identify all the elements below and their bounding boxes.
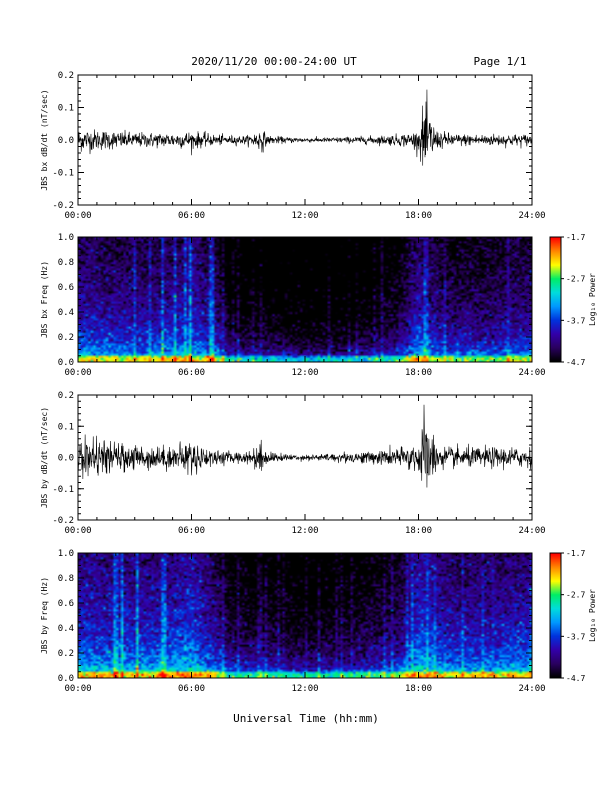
x-tick-label: 24:00 bbox=[518, 368, 545, 378]
y-tick-label: -0.1 bbox=[52, 169, 74, 179]
x-tick-label: 18:00 bbox=[405, 368, 432, 378]
y-tick-label: 0.6 bbox=[58, 599, 74, 609]
y-tick-label: 0.0 bbox=[58, 674, 74, 684]
y-tick-label: 0.8 bbox=[58, 258, 74, 268]
colorbar-frame bbox=[549, 552, 562, 679]
x-tick-label: 00:00 bbox=[64, 684, 91, 694]
y-tick-label: 0.0 bbox=[58, 358, 74, 368]
y-tick-label: 0.2 bbox=[58, 391, 74, 401]
x-tick-label: 12:00 bbox=[291, 368, 318, 378]
x-tick-label: 06:00 bbox=[178, 526, 205, 536]
x-tick-label: 00:00 bbox=[64, 211, 91, 221]
y-tick-label: -0.1 bbox=[52, 485, 74, 495]
x-tick-label: 00:00 bbox=[64, 526, 91, 536]
x-tick-label: 06:00 bbox=[178, 211, 205, 221]
y-tick-label: 0.1 bbox=[58, 104, 74, 114]
spectrogram-4 bbox=[78, 553, 532, 678]
colorbar-label: Log₁₀ Power bbox=[588, 589, 597, 642]
y-axis-label: JBS bx Freq (Hz) bbox=[40, 261, 49, 338]
x-tick-label: 12:00 bbox=[291, 684, 318, 694]
colorbar-2: -1.7 -2.7 -3.7 -4.7 Log₁₀ Power bbox=[549, 233, 597, 367]
colorbar-frame bbox=[549, 236, 562, 363]
y-tick-label: 0.2 bbox=[58, 649, 74, 659]
panel-4-axes: 00:00 06:00 12:00 18:00 24:00 1.0 0.8 0.6 0.4 0.2… bbox=[40, 549, 546, 694]
x-tick-label: 24:00 bbox=[518, 211, 545, 221]
y-tick-label: 0.1 bbox=[58, 422, 74, 432]
x-tick-label: 12:00 bbox=[291, 526, 318, 536]
panel-2-axes: 00:00 06:00 12:00 18:00 24:00 1.0 0.8 0.6 0.4 0.2… bbox=[40, 233, 546, 378]
series-line-3 bbox=[77, 404, 533, 488]
colorbar-tick-label: -3.7 bbox=[566, 316, 585, 325]
colorbar-tick-label: -1.7 bbox=[566, 549, 585, 558]
x-tick-label: 18:00 bbox=[405, 211, 432, 221]
colorbar-tick-label: -3.7 bbox=[566, 632, 585, 641]
y-tick-label: 0.4 bbox=[58, 624, 74, 634]
y-tick-label: 0.6 bbox=[58, 283, 74, 293]
y-tick-label: 0.0 bbox=[58, 136, 74, 146]
y-tick-label: 0.4 bbox=[58, 308, 74, 318]
x-tick-label: 12:00 bbox=[291, 211, 318, 221]
y-tick-label: 0.8 bbox=[58, 574, 74, 584]
series-line-1 bbox=[77, 89, 533, 166]
x-tick-label: 18:00 bbox=[405, 684, 432, 694]
y-tick-label: 0.0 bbox=[58, 454, 74, 464]
panel-3-axes: 00:00 06:00 12:00 18:00 24:00 0.2 0.1 0.0 -0.1 -0… bbox=[40, 391, 546, 536]
colorbar-gradient bbox=[550, 237, 561, 362]
x-tick-label: 06:00 bbox=[178, 368, 205, 378]
y-tick-label: 1.0 bbox=[58, 549, 74, 559]
colorbar-gradient bbox=[550, 553, 561, 678]
colorbar-tick-label: -2.7 bbox=[566, 275, 585, 284]
figure-title: 2020/11/20 00:00-24:00 UT bbox=[191, 55, 357, 68]
panel-1-axes: 00:00 06:00 12:00 18:00 24:00 0.2 0.1 0.0 -0.1 -0… bbox=[40, 71, 546, 221]
colorbar-tick-label: -1.7 bbox=[566, 233, 585, 242]
y-axis-label: JBS bx dB/dt (nT/sec) bbox=[40, 89, 49, 190]
x-tick-label: 06:00 bbox=[178, 684, 205, 694]
x-tick-label: 24:00 bbox=[518, 526, 545, 536]
x-axis-title: Universal Time (hh:mm) bbox=[233, 712, 379, 725]
y-tick-label: 0.2 bbox=[58, 333, 74, 343]
y-tick-label: -0.2 bbox=[52, 201, 74, 211]
x-tick-label: 18:00 bbox=[405, 526, 432, 536]
y-tick-label: 1.0 bbox=[58, 233, 74, 243]
x-tick-label: 00:00 bbox=[64, 368, 91, 378]
x-tick-label: 24:00 bbox=[518, 684, 545, 694]
colorbar-label: Log₁₀ Power bbox=[588, 273, 597, 326]
colorbar-tick-label: -2.7 bbox=[566, 591, 585, 600]
y-axis-label: JBS by Freq (Hz) bbox=[40, 577, 49, 654]
y-axis-label: JBS by dB/dt (nT/sec) bbox=[40, 407, 49, 508]
y-tick-label: 0.2 bbox=[58, 71, 74, 81]
y-tick-label: -0.2 bbox=[52, 516, 74, 526]
colorbar-4: -1.7 -2.7 -3.7 -4.7 Log₁₀ Power bbox=[549, 549, 597, 683]
page-indicator: Page 1/1 bbox=[474, 55, 527, 68]
spectrogram-2 bbox=[78, 237, 532, 362]
colorbar-tick-label: -4.7 bbox=[566, 358, 585, 367]
colorbar-tick-label: -4.7 bbox=[566, 674, 585, 683]
